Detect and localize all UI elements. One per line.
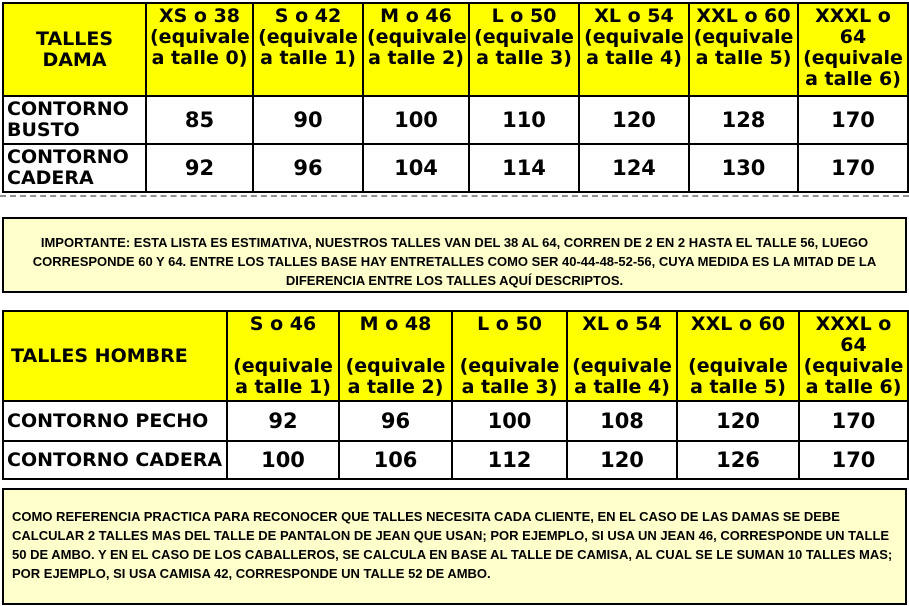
cell-value: 90 — [252, 95, 364, 145]
dama-col-header-xl: XL o 54 (equivale a talle 4) — [578, 2, 690, 97]
cell-value: 106 — [338, 440, 453, 480]
hombre-header-row: TALLES HOMBRE S o 46 (equivale a talle 1… — [2, 310, 909, 402]
cell-value: 112 — [451, 440, 568, 480]
dama-col-header-xxl: XXL o 60 (equivale a talle 5) — [688, 2, 799, 97]
table-row: CONTORNO CADERA 92 96 104 114 124 130 17… — [2, 143, 909, 193]
table-row: CONTORNO PECHO 92 96 100 108 120 170 — [2, 400, 909, 442]
row-label-cadera: CONTORNO CADERA — [2, 143, 147, 193]
cell-value: 96 — [338, 400, 453, 442]
cell-value: 92 — [226, 400, 340, 442]
dama-table-title: TALLES DAMA — [2, 2, 147, 97]
importante-note: IMPORTANTE: ESTA LISTA ES ESTIMATIVA, NU… — [2, 217, 907, 293]
cell-value: 96 — [252, 143, 364, 193]
cell-value: 110 — [468, 95, 580, 145]
hombre-col-header-xxxl: XXXL o 64 (equivale a talle 6) — [798, 310, 909, 402]
page-break-line — [0, 195, 909, 197]
reference-note: COMO REFERENCIA PRACTICA PARA RECONOCER … — [2, 488, 907, 605]
dama-header-row: TALLES DAMA XS o 38 (equivale a talle 0)… — [2, 2, 909, 97]
cell-value: 100 — [226, 440, 340, 480]
hombre-col-header-xxl: XXL o 60 (equivale a talle 5) — [676, 310, 800, 402]
dama-col-header-xs: XS o 38 (equivale a talle 0) — [145, 2, 254, 97]
cell-value: 128 — [688, 95, 799, 145]
cell-value: 170 — [798, 400, 909, 442]
dama-col-header-l: L o 50 (equivale a talle 3) — [468, 2, 580, 97]
dama-size-table: TALLES DAMA XS o 38 (equivale a talle 0)… — [2, 2, 909, 193]
cell-value: 126 — [676, 440, 800, 480]
hombre-col-header-xl: XL o 54 (equivale a talle 4) — [566, 310, 678, 402]
cell-value: 114 — [468, 143, 580, 193]
cell-value: 120 — [676, 400, 800, 442]
cell-value: 120 — [566, 440, 678, 480]
cell-value: 124 — [578, 143, 690, 193]
cell-value: 170 — [797, 95, 909, 145]
cell-value: 170 — [798, 440, 909, 480]
row-label-pecho: CONTORNO PECHO — [2, 400, 228, 442]
cell-value: 100 — [451, 400, 568, 442]
hombre-col-header-m: M o 48 (equivale a talle 2) — [338, 310, 453, 402]
row-label-cadera-hombre: CONTORNO CADERA — [2, 440, 228, 480]
dama-col-header-s: S o 42 (equivale a talle 1) — [252, 2, 364, 97]
cell-value: 85 — [145, 95, 254, 145]
table-row: CONTORNO BUSTO 85 90 100 110 120 128 170 — [2, 95, 909, 145]
dama-col-header-xxxl: XXXL o 64 (equivale a talle 6) — [797, 2, 909, 97]
table-row: CONTORNO CADERA 100 106 112 120 126 170 — [2, 440, 909, 480]
cell-value: 108 — [566, 400, 678, 442]
row-label-busto: CONTORNO BUSTO — [2, 95, 147, 145]
cell-value: 130 — [688, 143, 799, 193]
cell-value: 170 — [797, 143, 909, 193]
cell-value: 100 — [362, 95, 470, 145]
hombre-size-table: TALLES HOMBRE S o 46 (equivale a talle 1… — [2, 310, 909, 480]
cell-value: 104 — [362, 143, 470, 193]
hombre-col-header-l: L o 50 (equivale a talle 3) — [451, 310, 568, 402]
cell-value: 120 — [578, 95, 690, 145]
cell-value: 92 — [145, 143, 254, 193]
hombre-col-header-s: S o 46 (equivale a talle 1) — [226, 310, 340, 402]
dama-col-header-m: M o 46 (equivale a talle 2) — [362, 2, 470, 97]
hombre-table-title: TALLES HOMBRE — [2, 310, 228, 402]
